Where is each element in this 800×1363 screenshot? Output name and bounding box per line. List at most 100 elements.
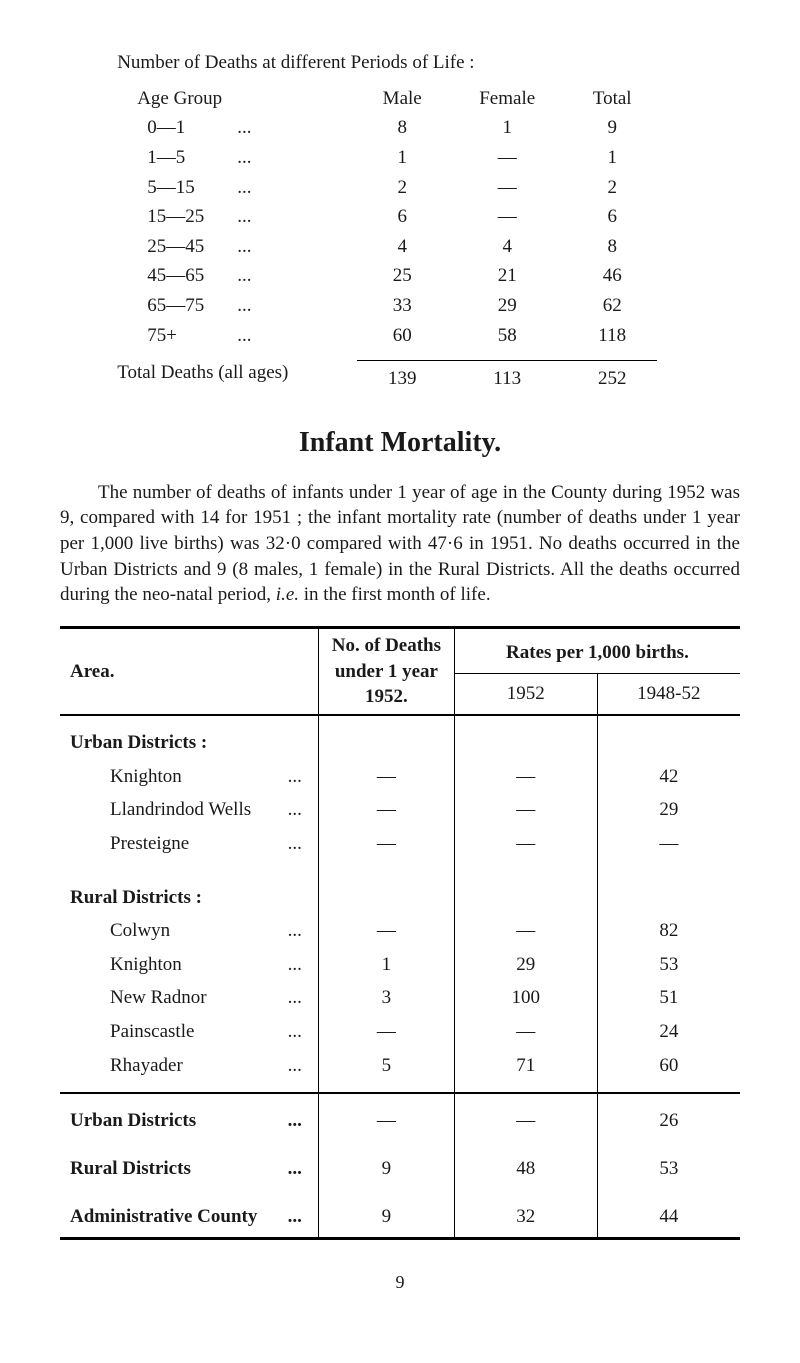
- summary-row: Rural Districts ... 9 48 53: [60, 1142, 740, 1190]
- rates-header: Rates per 1,000 births.: [454, 628, 740, 674]
- deaths-row: 0—1 ... 8 1 9: [87, 113, 713, 143]
- total-header: Total: [567, 86, 657, 112]
- deaths-cell: 3: [318, 981, 454, 1015]
- age-cell: 75+: [87, 323, 237, 349]
- summary-rate-4852-cell: 26: [597, 1093, 740, 1142]
- age-cell: 65—75: [87, 293, 237, 319]
- rate-1952-cell: 29: [454, 948, 597, 982]
- summary-area-cell: Urban Districts ...: [60, 1093, 318, 1142]
- table-section-row: Rural Districts :: [60, 871, 740, 915]
- rate-1952-cell: —: [454, 914, 597, 948]
- age-cell: 15—25: [87, 204, 237, 230]
- rate-4852-cell: 24: [597, 1015, 740, 1049]
- summary-row: Administrative County ... 9 32 44: [60, 1190, 740, 1239]
- age-cell: 1—5: [87, 145, 237, 171]
- area-cell: Rhayader ...: [60, 1049, 318, 1094]
- dots-cell: ...: [237, 234, 357, 260]
- male-cell: 1: [357, 145, 447, 171]
- table-row: Llandrindod Wells ... — — 29: [60, 793, 740, 827]
- male-cell: 33: [357, 293, 447, 319]
- female-cell: 1: [447, 115, 567, 141]
- total-female: 113: [447, 360, 567, 392]
- summary-rate-4852-cell: 44: [597, 1190, 740, 1239]
- dots-cell: ...: [237, 263, 357, 289]
- total-cell: 8: [567, 234, 657, 260]
- rate-1952-cell: —: [454, 827, 597, 871]
- deaths-cell: —: [318, 1015, 454, 1049]
- rate-4852-cell: 42: [597, 760, 740, 794]
- female-cell: —: [447, 175, 567, 201]
- table-row: Knighton ... 1 29 53: [60, 948, 740, 982]
- deaths-row: 1—5 ... 1 — 1: [87, 143, 713, 173]
- age-cell: 45—65: [87, 263, 237, 289]
- rate-1952-cell: 71: [454, 1049, 597, 1094]
- rate-1948-52-header: 1948-52: [597, 674, 740, 715]
- male-header: Male: [357, 86, 447, 112]
- rate-1952-cell: —: [454, 1015, 597, 1049]
- male-cell: 4: [357, 234, 447, 260]
- area-cell: Presteigne ...: [60, 827, 318, 871]
- dots-cell: ...: [237, 323, 357, 349]
- deaths-row: 15—25 ... 6 — 6: [87, 202, 713, 232]
- rate-1952-cell: —: [454, 793, 597, 827]
- table-row: Painscastle ... — — 24: [60, 1015, 740, 1049]
- summary-rate-4852-cell: 53: [597, 1142, 740, 1190]
- summary-rate-1952-cell: 32: [454, 1190, 597, 1239]
- total-deaths-label: Total Deaths (all ages): [87, 360, 357, 392]
- female-cell: —: [447, 145, 567, 171]
- female-cell: 21: [447, 263, 567, 289]
- table-row: Presteigne ... — — —: [60, 827, 740, 871]
- rate-4852-cell: —: [597, 827, 740, 871]
- female-cell: 58: [447, 323, 567, 349]
- rate-1952-header: 1952: [454, 674, 597, 715]
- female-cell: —: [447, 204, 567, 230]
- total-cell: 6: [567, 204, 657, 230]
- summary-area-cell: Rural Districts ...: [60, 1142, 318, 1190]
- rate-4852-cell: 29: [597, 793, 740, 827]
- page-number: 9: [60, 1270, 740, 1294]
- infant-mortality-table: Area. No. of Deaths under 1 year 1952. R…: [60, 626, 740, 1240]
- deaths-header: No. of Deaths under 1 year 1952.: [318, 628, 454, 715]
- male-cell: 2: [357, 175, 447, 201]
- dots-cell: ...: [237, 115, 357, 141]
- deaths-cell: —: [318, 793, 454, 827]
- deaths-cell: 1: [318, 948, 454, 982]
- age-cell: 25—45: [87, 234, 237, 260]
- female-header: Female: [447, 86, 567, 112]
- age-cell: 5—15: [87, 175, 237, 201]
- deaths-row: 75+ ... 60 58 118: [87, 321, 713, 351]
- area-cell: Knighton ...: [60, 760, 318, 794]
- area-cell: New Radnor ...: [60, 981, 318, 1015]
- deaths-cell: 5: [318, 1049, 454, 1094]
- area-cell: Knighton ...: [60, 948, 318, 982]
- infant-mortality-heading: Infant Mortality.: [60, 424, 740, 462]
- total-cell: 9: [567, 115, 657, 141]
- rate-4852-cell: 82: [597, 914, 740, 948]
- summary-rate-1952-cell: 48: [454, 1142, 597, 1190]
- rate-1952-cell: 100: [454, 981, 597, 1015]
- deaths-cell: —: [318, 914, 454, 948]
- section-label: Rural Districts :: [60, 871, 318, 915]
- table-row: Knighton ... — — 42: [60, 760, 740, 794]
- area-cell: Llandrindod Wells ...: [60, 793, 318, 827]
- male-cell: 6: [357, 204, 447, 230]
- rate-4852-cell: 53: [597, 948, 740, 982]
- summary-area-cell: Administrative County ...: [60, 1190, 318, 1239]
- total-cell: 46: [567, 263, 657, 289]
- deaths-row: 45—65 ... 25 21 46: [87, 261, 713, 291]
- summary-deaths-cell: 9: [318, 1190, 454, 1239]
- deaths-cell: —: [318, 760, 454, 794]
- male-cell: 25: [357, 263, 447, 289]
- total-all: 252: [567, 360, 657, 392]
- section-label: Urban Districts :: [60, 715, 318, 760]
- area-cell: Colwyn ...: [60, 914, 318, 948]
- rate-4852-cell: 60: [597, 1049, 740, 1094]
- total-cell: 1: [567, 145, 657, 171]
- table-row: Rhayader ... 5 71 60: [60, 1049, 740, 1094]
- male-cell: 8: [357, 115, 447, 141]
- age-cell: 0—1: [87, 115, 237, 141]
- deaths-cell: —: [318, 827, 454, 871]
- total-cell: 118: [567, 323, 657, 349]
- table-row: New Radnor ... 3 100 51: [60, 981, 740, 1015]
- rate-4852-cell: 51: [597, 981, 740, 1015]
